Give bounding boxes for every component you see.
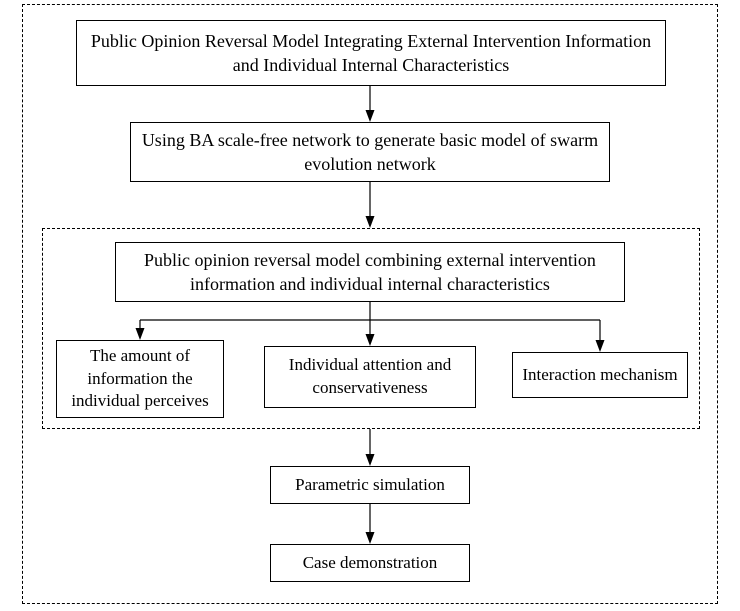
node-inner-title-label: Public opinion reversal model combining …	[124, 248, 616, 297]
node-title: Public Opinion Reversal Model Integratin…	[76, 20, 666, 86]
node-case-demonstration: Case demonstration	[270, 544, 470, 582]
node-attention-conservativeness-label: Individual attention and conservativenes…	[273, 354, 467, 400]
node-parametric-simulation-label: Parametric simulation	[295, 474, 445, 497]
node-interaction-mechanism-label: Interaction mechanism	[522, 364, 677, 387]
node-info-perceived-label: The amount of information the individual…	[65, 345, 215, 414]
node-attention-conservativeness: Individual attention and conservativenes…	[264, 346, 476, 408]
node-interaction-mechanism: Interaction mechanism	[512, 352, 688, 398]
node-inner-title: Public opinion reversal model combining …	[115, 242, 625, 302]
node-info-perceived: The amount of information the individual…	[56, 340, 224, 418]
node-parametric-simulation: Parametric simulation	[270, 466, 470, 504]
diagram-canvas: Public Opinion Reversal Model Integratin…	[0, 0, 740, 611]
node-ba-network-label: Using BA scale-free network to generate …	[139, 128, 601, 177]
node-ba-network: Using BA scale-free network to generate …	[130, 122, 610, 182]
node-case-demonstration-label: Case demonstration	[303, 552, 438, 575]
node-title-label: Public Opinion Reversal Model Integratin…	[85, 29, 657, 78]
